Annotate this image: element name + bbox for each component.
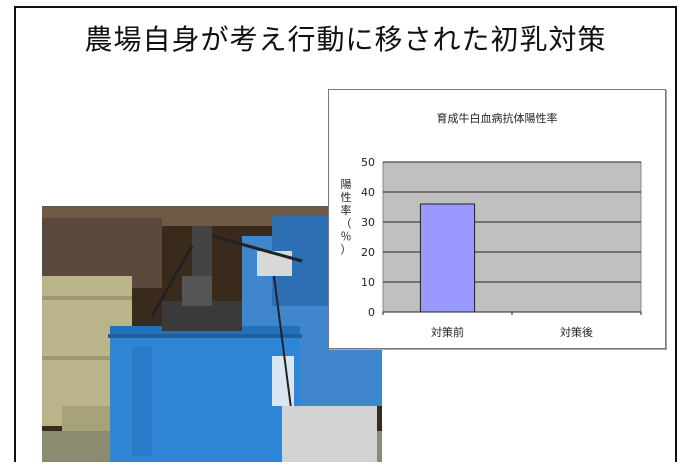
y-tick-label: 40 <box>361 186 375 199</box>
slide: 農場自身が考え行動に移された初乳対策 育成牛白血病抗体陽性率 陽性率（％） <box>14 6 677 462</box>
y-tick-label: 10 <box>361 276 375 289</box>
y-axis-label-char: （ <box>340 217 352 230</box>
x-tick-label: 対策前 <box>431 325 464 339</box>
slide-title: 農場自身が考え行動に移された初乳対策 <box>84 23 607 56</box>
y-axis-label-char: 性 <box>340 191 352 204</box>
chart-title: 育成牛白血病抗体陽性率 <box>436 112 558 125</box>
bar-chart: 0 10 20 30 40 50 対策前 対策後 <box>361 156 642 339</box>
y-axis-label-char: ） <box>340 243 352 256</box>
y-axis-label-char: 陽 <box>340 178 352 191</box>
y-tick-label: 20 <box>361 246 375 259</box>
y-tick-label: 0 <box>368 306 375 319</box>
y-axis-label: 陽性率（％） <box>339 178 353 256</box>
x-tick-label: 対策後 <box>560 325 593 339</box>
y-tick-label: 50 <box>361 156 375 169</box>
y-axis-label-char: 率 <box>340 204 352 217</box>
chart-panel: 育成牛白血病抗体陽性率 陽性率（％） 0 10 20 30 40 50 対策前 対策後 <box>328 89 666 349</box>
y-axis-label-char: ％ <box>340 230 352 243</box>
y-tick-label: 30 <box>361 216 375 229</box>
bar <box>419 203 476 313</box>
